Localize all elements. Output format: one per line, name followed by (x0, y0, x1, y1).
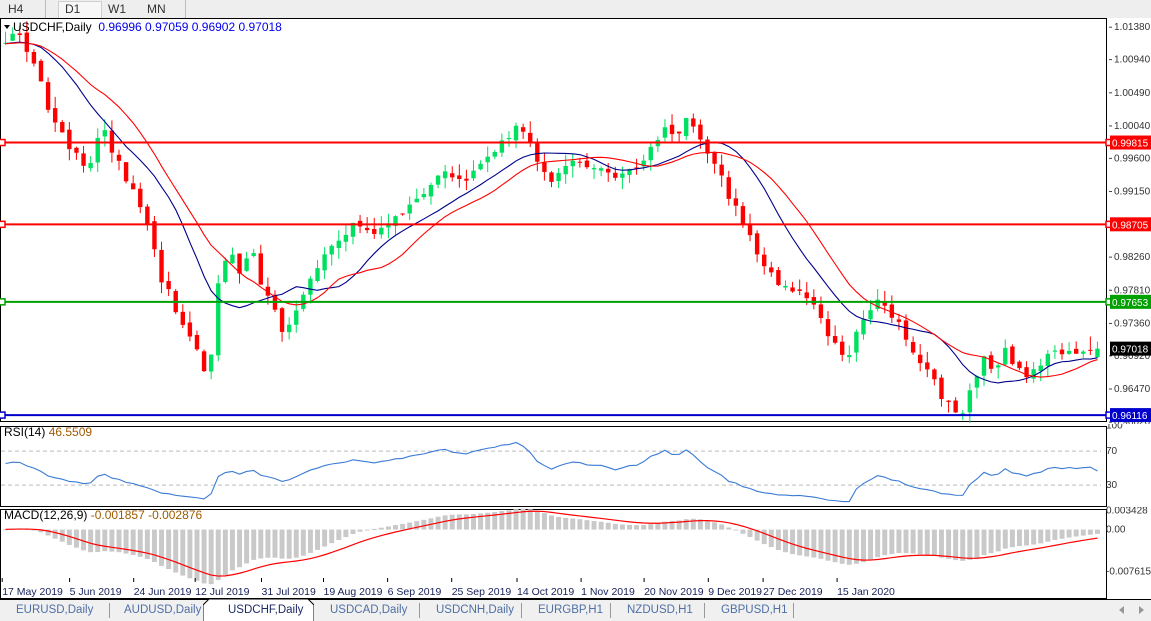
svg-text:0.97018: 0.97018 (1112, 345, 1149, 356)
svg-text:19 Aug 2019: 19 Aug 2019 (324, 586, 383, 598)
svg-text:1.01380: 1.01380 (1114, 22, 1151, 33)
svg-text:0.96116: 0.96116 (1112, 411, 1148, 422)
svg-text:0.97653: 0.97653 (1112, 298, 1149, 309)
svg-text:15 Jan 2020: 15 Jan 2020 (837, 586, 895, 598)
svg-text:1.00490: 1.00490 (1114, 88, 1151, 99)
svg-text:6 Sep 2019: 6 Sep 2019 (388, 586, 442, 598)
svg-text:0.98705: 0.98705 (1112, 220, 1149, 231)
svg-text:0.97360: 0.97360 (1114, 318, 1151, 329)
svg-text:0.99150: 0.99150 (1114, 187, 1151, 198)
svg-text:1.00940: 1.00940 (1114, 55, 1151, 66)
svg-text:0.003428: 0.003428 (1106, 507, 1148, 517)
svg-text:0.97810: 0.97810 (1114, 285, 1151, 296)
svg-text:0.99815: 0.99815 (1112, 139, 1149, 150)
svg-text:1 Nov 2019: 1 Nov 2019 (581, 586, 635, 598)
svg-text:17 May 2019: 17 May 2019 (2, 586, 63, 598)
svg-text:14 Oct 2019: 14 Oct 2019 (517, 586, 574, 598)
svg-text:0.99600: 0.99600 (1114, 153, 1151, 164)
svg-text:12 Jul 2019: 12 Jul 2019 (195, 586, 249, 598)
svg-text:30: 30 (1106, 480, 1118, 491)
svg-text:24 Jun 2019: 24 Jun 2019 (134, 586, 192, 598)
svg-text:100: 100 (1106, 424, 1123, 432)
svg-text:25 Sep 2019: 25 Sep 2019 (452, 586, 512, 598)
svg-text:0.98260: 0.98260 (1114, 252, 1151, 263)
svg-text:9 Dec 2019: 9 Dec 2019 (708, 586, 762, 598)
svg-text:70: 70 (1106, 446, 1118, 457)
svg-text:5 Jun 2019: 5 Jun 2019 (70, 586, 122, 598)
svg-text:20 Nov 2019: 20 Nov 2019 (644, 586, 704, 598)
svg-text:27 Dec 2019: 27 Dec 2019 (763, 586, 823, 598)
svg-text:0.00: 0.00 (1106, 525, 1126, 536)
svg-text:31 Jul 2019: 31 Jul 2019 (262, 586, 316, 598)
svg-text:-0.007615: -0.007615 (1106, 566, 1151, 577)
svg-text:1.00040: 1.00040 (1114, 121, 1151, 132)
svg-text:0.96470: 0.96470 (1114, 384, 1151, 395)
